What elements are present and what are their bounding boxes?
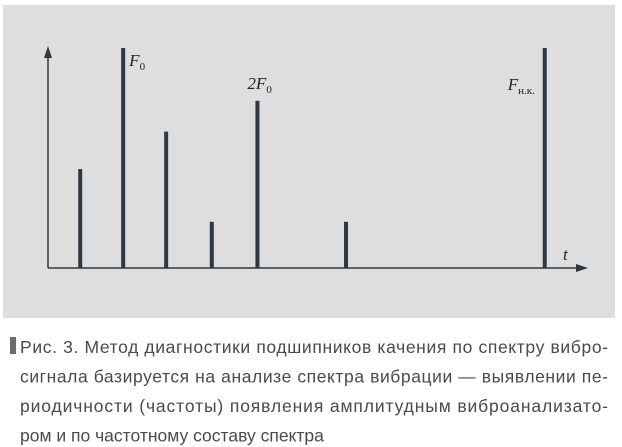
- spectrum-line: [78, 169, 83, 268]
- peak-label-sub: н.к.: [518, 85, 535, 97]
- peak-label: 2F0: [247, 74, 272, 96]
- caption-line: риодичности (частоты) появления амплитуд…: [20, 396, 608, 416]
- peak-label: Fн.к.: [507, 75, 535, 97]
- spectrum-line: [344, 221, 349, 268]
- spectrum-line: [121, 48, 126, 268]
- spectrum-line: [209, 221, 214, 268]
- caption-line: сигнала базируется на анализе спектра ви…: [20, 367, 608, 387]
- peak-label-main: F: [128, 51, 140, 70]
- y-axis-arrow: [44, 46, 52, 58]
- chart-panel: [3, 5, 615, 318]
- x-axis-label: t: [563, 245, 569, 264]
- caption-line: ром и по частотному составу спектра: [20, 426, 324, 446]
- peak-label-main: F: [507, 75, 519, 94]
- caption-marker: [10, 337, 16, 354]
- spectrum-line: [542, 48, 547, 268]
- peak-label-sub: 0: [140, 61, 146, 73]
- peak-label: F0: [128, 51, 145, 73]
- spectrum-line: [164, 131, 169, 268]
- peak-label-main: 2F: [247, 74, 267, 93]
- x-axis-arrow: [576, 264, 588, 272]
- spectrum-line: [255, 100, 260, 268]
- peak-label-sub: 0: [266, 84, 272, 96]
- caption-line: Рис. 3. Метод диагностики подшипников ка…: [20, 337, 608, 357]
